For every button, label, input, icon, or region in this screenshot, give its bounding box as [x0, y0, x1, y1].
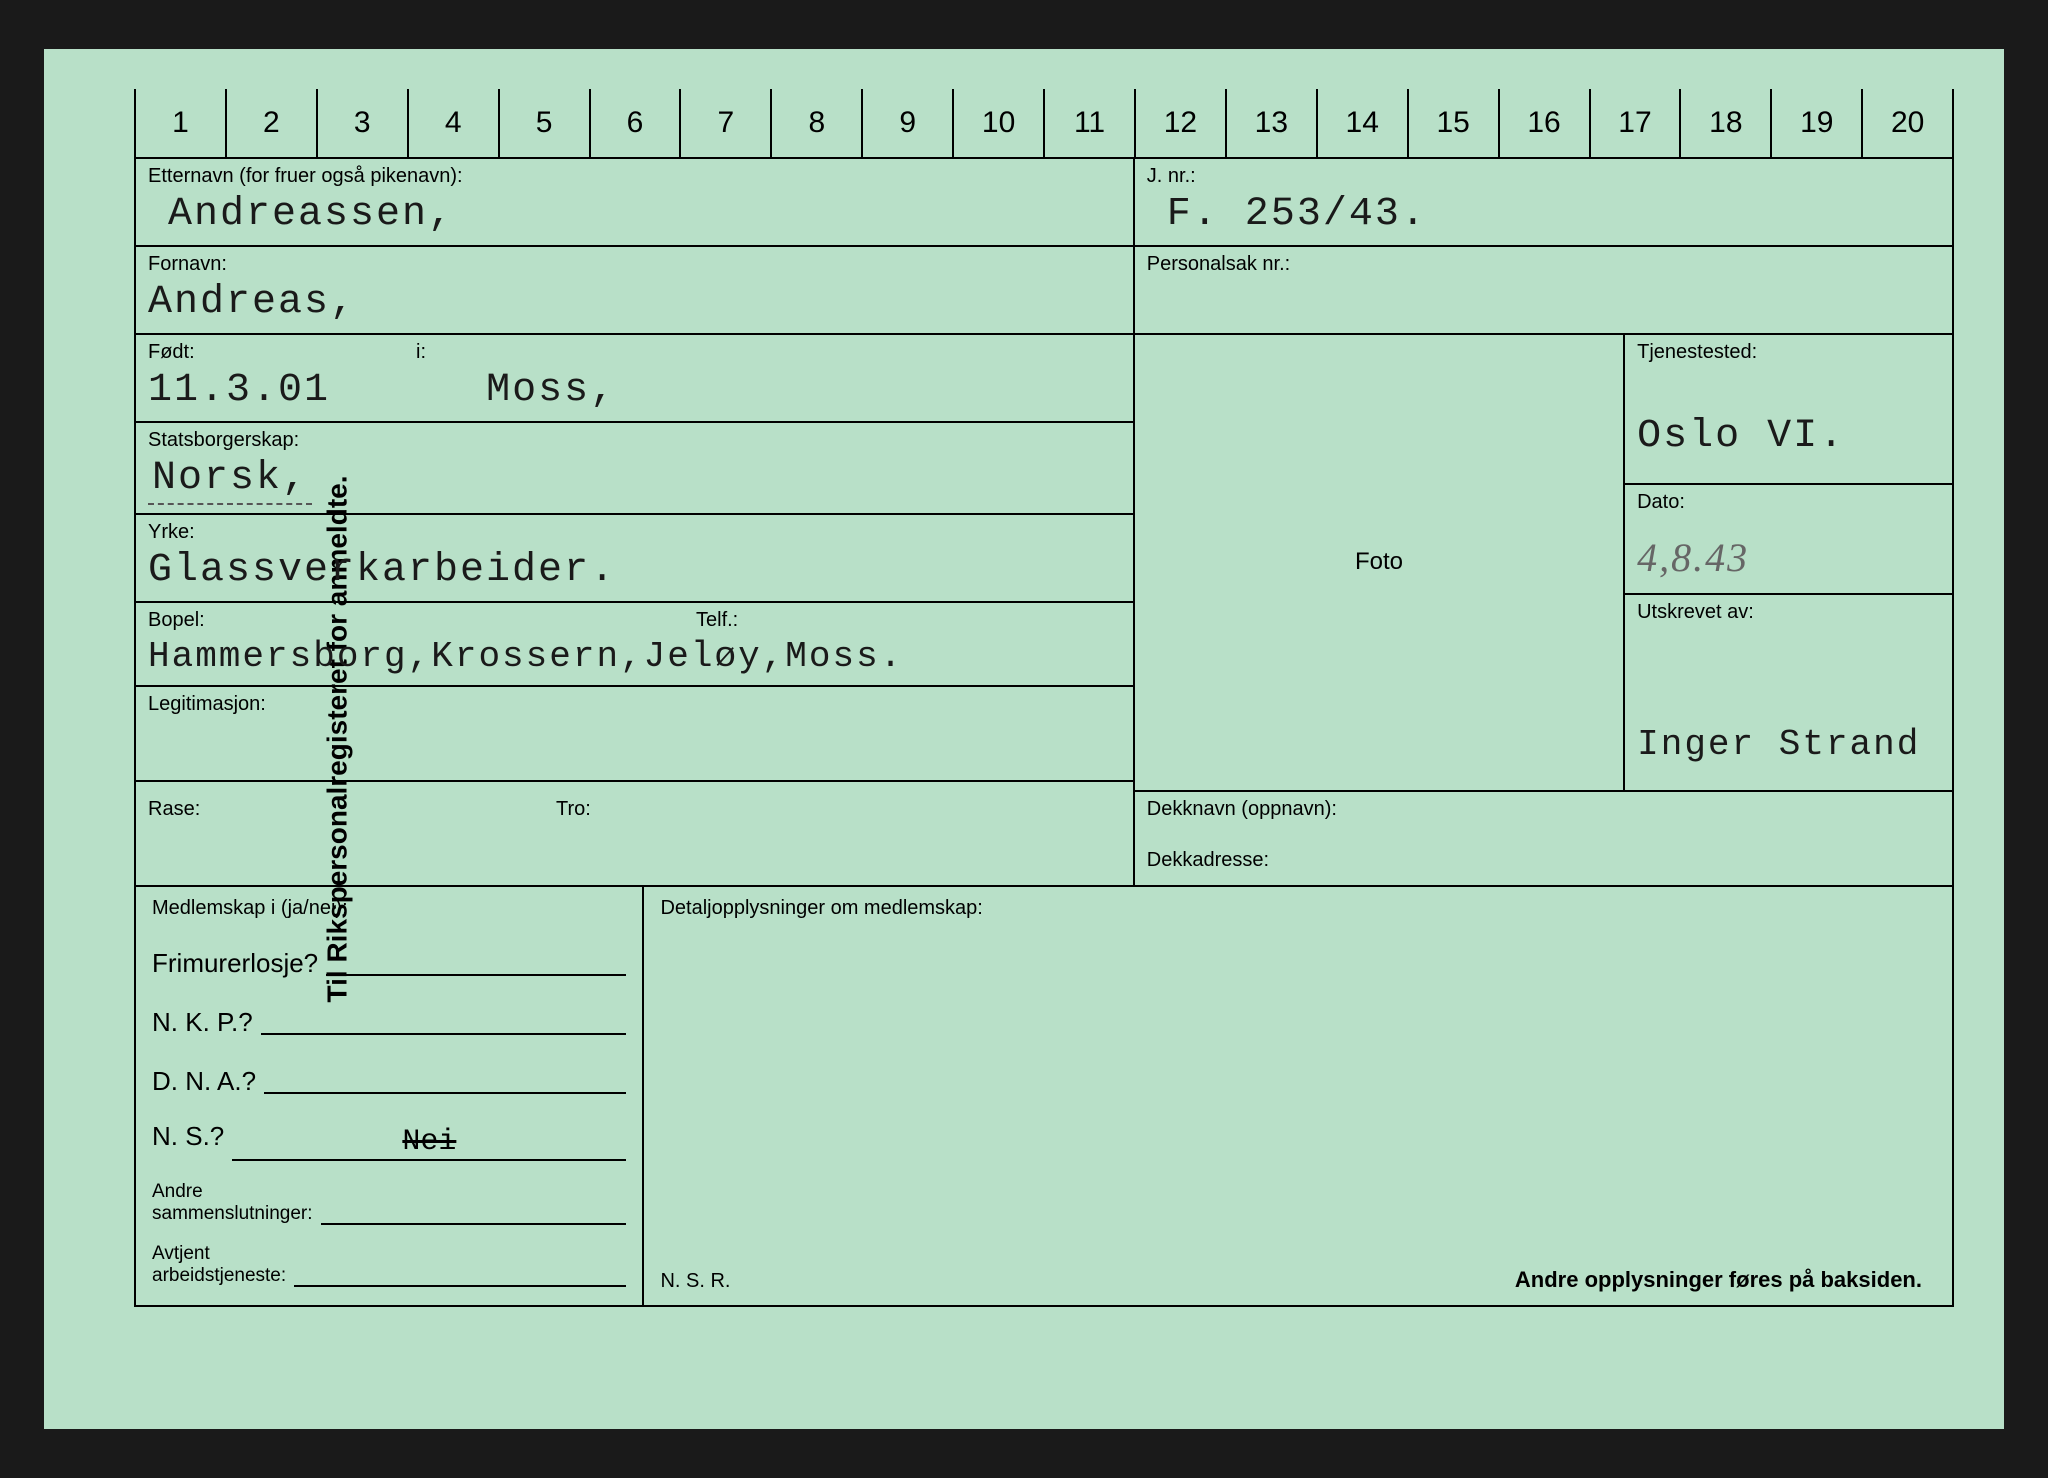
etternavn-field: Etternavn (for fruer også pikenavn): And…: [136, 159, 1135, 247]
ruler-cell: 6: [591, 89, 682, 157]
legitimasjon-field: Legitimasjon:: [136, 687, 1133, 782]
ruler-cell: 5: [500, 89, 591, 157]
detaljopplysninger-section: Detaljopplysninger om medlemskap: N. S. …: [644, 887, 1952, 1305]
bopel-field: Bopel: Telf.: Hammersborg,Krossern,Jeløy…: [136, 603, 1133, 687]
registration-card: Til Rikspersonalregisteret for anmeldte.…: [44, 49, 2004, 1429]
utskrevet-field: Utskrevet av: Inger Strand: [1625, 595, 1952, 792]
jnr-value: F. 253/43.: [1147, 192, 1940, 237]
bopel-value: Hammersborg,Krossern,Jeløy,Moss.: [148, 636, 1121, 677]
fornavn-field: Fornavn: Andreas,: [136, 247, 1135, 335]
footer-note: Andre opplysninger føres på baksiden.: [1515, 1267, 1922, 1293]
statsborgerskap-field: Statsborgerskap: Norsk,: [136, 423, 1133, 515]
ruler-cell: 19: [1772, 89, 1863, 157]
ruler-cell: 1: [136, 89, 227, 157]
ruler-cell: 17: [1591, 89, 1682, 157]
ns-value: Nei: [232, 1125, 626, 1161]
dato-label: Dato:: [1637, 491, 1940, 514]
utskrevet-value: Inger Strand: [1637, 724, 1940, 765]
rase-tro-field: Rase: Tro:: [136, 792, 1135, 887]
dato-field: Dato: 4,8.43: [1625, 485, 1952, 595]
yrke-value: Glassverkarbeider.: [148, 548, 1121, 593]
telf-label: Telf.:: [696, 609, 738, 632]
dekknavn-field: Dekknavn (oppnavn): Dekkadresse:: [1135, 792, 1952, 887]
bopel-label: Bopel:: [148, 609, 1121, 632]
jnr-field: J. nr.: F. 253/43.: [1135, 159, 1952, 247]
fodt-label: Født:: [148, 341, 1121, 364]
ns-line: N. S.?Nei: [152, 1121, 626, 1157]
personalsak-field: Personalsak nr.:: [1135, 247, 1952, 335]
rase-label: Rase:: [148, 798, 200, 821]
yrke-label: Yrke:: [148, 521, 1121, 544]
medlemskap-label: Medlemskap i (ja/nei):: [152, 897, 626, 920]
fodt-i-label: i:: [416, 341, 426, 364]
tjenestested-field: Tjenestested: Oslo VI.: [1625, 335, 1952, 485]
foto-label: Foto: [1355, 548, 1403, 576]
ruler-cell: 10: [954, 89, 1045, 157]
ruler-cell: 4: [409, 89, 500, 157]
ruler-cell: 9: [863, 89, 954, 157]
ruler-cell: 11: [1045, 89, 1136, 157]
fodt-value: 11.3.01 Moss,: [148, 368, 1121, 413]
detaljopplysninger-label: Detaljopplysninger om medlemskap:: [660, 897, 1936, 920]
statsborgerskap-value: Norsk,: [148, 456, 1121, 505]
ruler-cell: 7: [681, 89, 772, 157]
ruler-cell: 13: [1227, 89, 1318, 157]
dato-value: 4,8.43: [1637, 534, 1940, 581]
avtjent-line: Avtjent arbeidstjeneste:: [152, 1243, 626, 1287]
nsr-label: N. S. R.: [660, 1270, 730, 1293]
ruler-cell: 12: [1136, 89, 1227, 157]
membership-section: Medlemskap i (ja/nei): Frimurerlosje? N.…: [136, 887, 644, 1305]
frimurerlosje-line: Frimurerlosje?: [152, 944, 626, 979]
utskrevet-label: Utskrevet av:: [1637, 601, 1940, 624]
ruler-cell: 3: [318, 89, 409, 157]
ruler-cell: 18: [1681, 89, 1772, 157]
etternavn-value: Andreassen,: [148, 192, 1121, 237]
nkp-line: N. K. P.?: [152, 1003, 626, 1038]
yrke-field: Yrke: Glassverkarbeider.: [136, 515, 1133, 603]
ruler-cell: 2: [227, 89, 318, 157]
legitimasjon-label: Legitimasjon:: [148, 693, 1121, 716]
andre-line: Andre sammenslutninger:: [152, 1181, 626, 1225]
dna-line: D. N. A.?: [152, 1062, 626, 1097]
ruler-cell: 14: [1318, 89, 1409, 157]
etternavn-label: Etternavn (for fruer også pikenavn):: [148, 165, 1121, 188]
tjenestested-value: Oslo VI.: [1637, 414, 1940, 459]
tro-label: Tro:: [556, 798, 591, 821]
foto-placeholder: Foto: [1135, 335, 1625, 792]
ruler-cell: 15: [1409, 89, 1500, 157]
ruler-cell: 8: [772, 89, 863, 157]
ruler-cell: 20: [1863, 89, 1952, 157]
fornavn-label: Fornavn:: [148, 253, 1121, 276]
statsborgerskap-label: Statsborgerskap:: [148, 429, 1121, 452]
ruler-cell: 16: [1500, 89, 1591, 157]
personalsak-label: Personalsak nr.:: [1147, 253, 1940, 276]
number-ruler: 1 2 3 4 5 6 7 8 9 10 11 12 13 14 15 16 1…: [134, 89, 1954, 159]
dekknavn-label: Dekknavn (oppnavn):: [1147, 798, 1940, 821]
jnr-label: J. nr.:: [1147, 165, 1940, 188]
tjenestested-label: Tjenestested:: [1637, 341, 1940, 364]
fodt-field: Født: i: 11.3.01 Moss,: [136, 335, 1133, 423]
fornavn-value: Andreas,: [148, 280, 1121, 325]
dekkadresse-label: Dekkadresse:: [1147, 849, 1940, 872]
